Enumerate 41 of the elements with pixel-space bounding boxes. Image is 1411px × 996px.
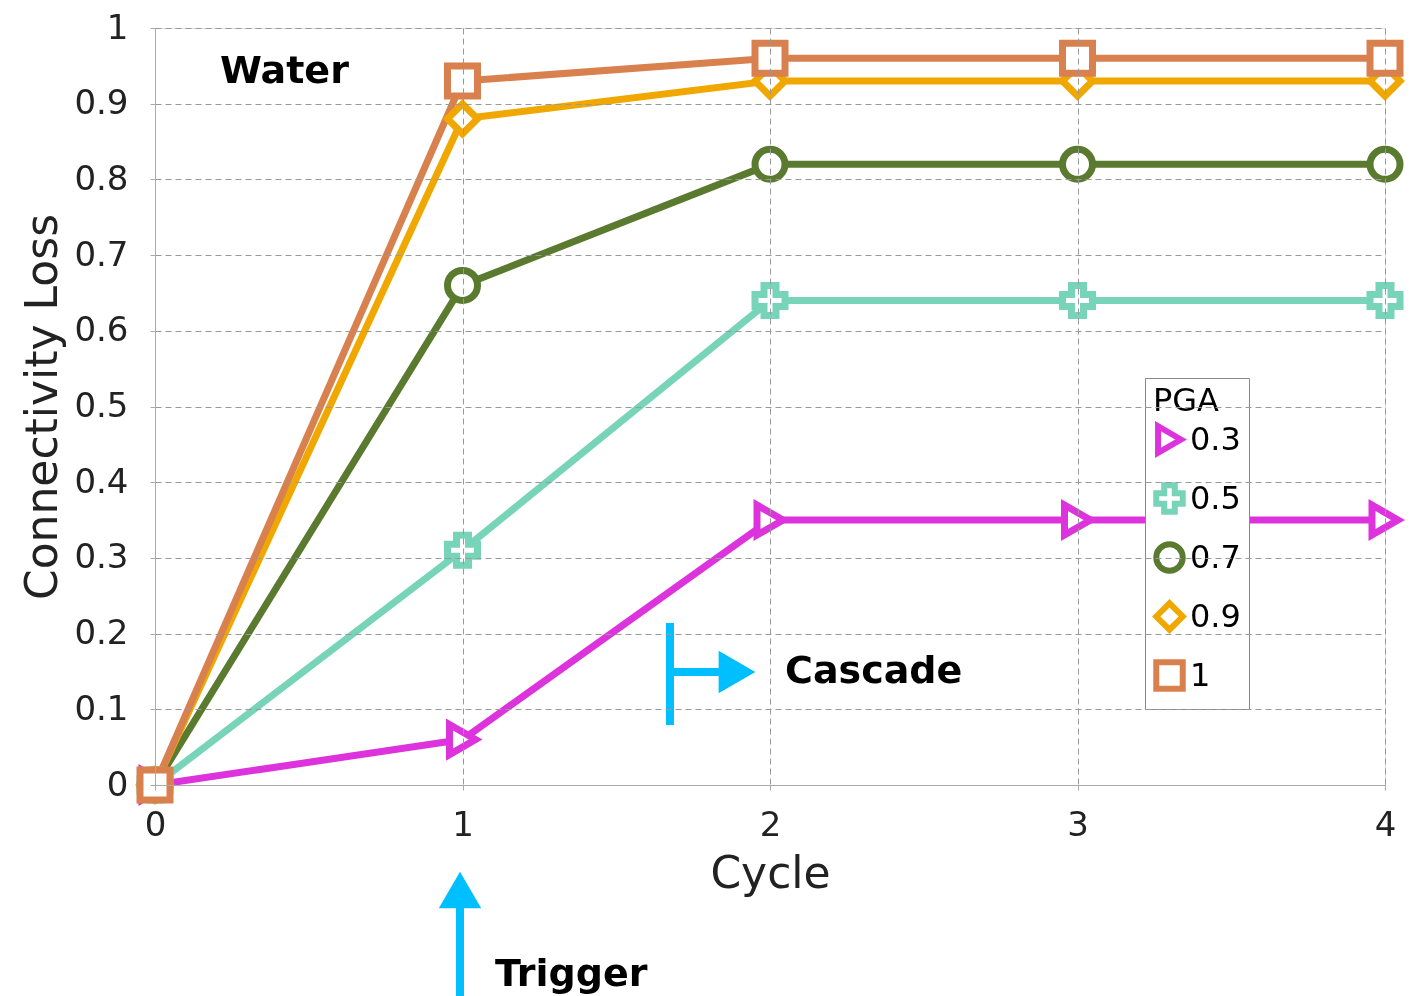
point	[444, 531, 481, 569]
legend-label: 0.9	[1190, 596, 1241, 635]
point	[1059, 145, 1096, 183]
point	[753, 499, 787, 541]
text: Trigger	[495, 951, 648, 995]
point	[1366, 282, 1404, 320]
y-tick-label: 0.9	[74, 82, 129, 123]
y-tick-label: 0.6	[74, 309, 129, 350]
legend-label: 0.3	[1190, 419, 1241, 458]
legend-label: 1	[1190, 655, 1211, 694]
y-tick-label: 0.4	[74, 460, 129, 501]
legend-label: 0.7	[1190, 537, 1241, 576]
point	[751, 282, 789, 320]
point	[444, 266, 481, 304]
point	[1366, 39, 1404, 77]
y-tick-label: 0.5	[74, 385, 129, 425]
y-tick-label: 0.8	[74, 157, 129, 198]
x-tick-label: 3	[1067, 803, 1089, 844]
y-tick-label: 1	[106, 6, 129, 47]
point	[1059, 39, 1096, 77]
legend-title: PGA	[1153, 381, 1220, 419]
annotation: Water	[220, 48, 350, 92]
point	[1366, 145, 1404, 183]
y-tick-label: 0.2	[74, 612, 129, 653]
y-tick-label: 0.3	[74, 536, 129, 577]
point	[444, 100, 481, 138]
point	[751, 145, 789, 183]
x-tick-label: 2	[759, 803, 782, 844]
x-axis-title: Cycle	[710, 846, 831, 898]
x-tick-label: 1	[452, 803, 474, 844]
x-tick-label: 4	[1374, 803, 1397, 844]
legend-label: 0.5	[1190, 478, 1241, 517]
y-axis-title: Connectivity Loss	[16, 213, 68, 601]
point	[1059, 282, 1096, 320]
point	[444, 62, 481, 100]
annotation: Cascade	[785, 648, 963, 692]
y-tick-label: 0.1	[74, 687, 129, 728]
x-tick-label: 0	[144, 803, 167, 844]
point	[751, 39, 789, 77]
y-tick-label: 0	[106, 763, 129, 804]
y-tick-label: 0.7	[74, 233, 129, 274]
